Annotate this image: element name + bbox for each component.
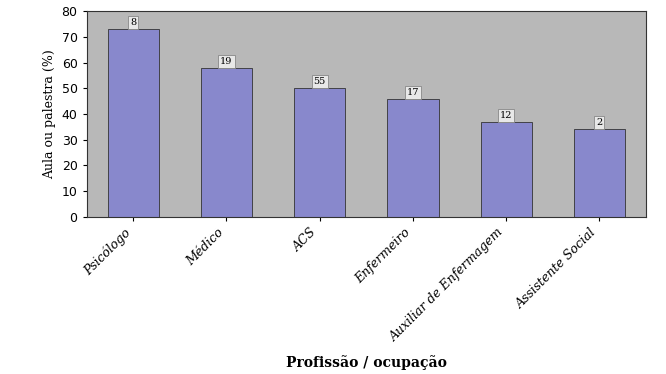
- Y-axis label: Aula ou palestra (%): Aula ou palestra (%): [43, 49, 56, 179]
- Text: 17: 17: [407, 88, 419, 96]
- Text: 19: 19: [220, 57, 232, 66]
- Text: 55: 55: [314, 77, 326, 86]
- Text: 2: 2: [596, 119, 603, 128]
- Text: 12: 12: [500, 111, 512, 120]
- Bar: [201, 68, 252, 217]
- Bar: [108, 29, 159, 217]
- Bar: [387, 99, 438, 217]
- X-axis label: Profissão / ocupação: Profissão / ocupação: [286, 356, 447, 371]
- Bar: [480, 122, 531, 217]
- Bar: [294, 88, 346, 217]
- Text: 8: 8: [130, 18, 137, 27]
- Bar: [573, 129, 625, 217]
